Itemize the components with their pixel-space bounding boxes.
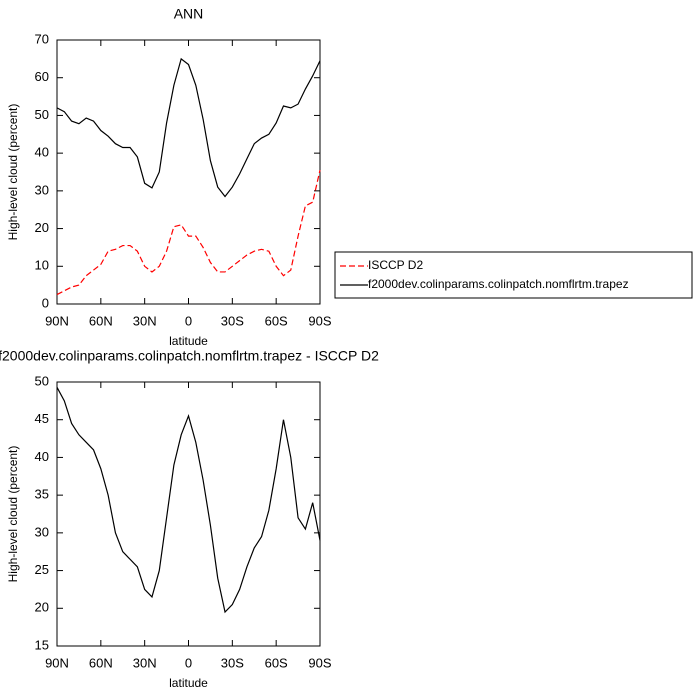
y-tick-label: 20 [35,600,49,615]
y-tick-label: 60 [35,69,49,84]
x-tick-label: 30S [221,655,244,670]
x-axis-label: latitude [169,334,208,348]
y-tick-label: 70 [35,31,49,46]
data-line [56,169,321,296]
legend-label: ISCCP D2 [368,258,423,272]
x-tick-label: 60N [89,655,113,670]
data-line [56,57,321,198]
y-tick-label: 50 [35,107,49,122]
y-tick-label: 50 [35,373,49,388]
x-tick-label: 90S [308,313,331,328]
y-axis-label: High-level cloud (percent) [6,446,20,583]
x-tick-label: 60S [265,655,288,670]
x-tick-label: 90N [45,313,69,328]
y-tick-label: 45 [35,411,49,426]
y-tick-label: 40 [35,145,49,160]
y-axis-label: High-level cloud (percent) [6,104,20,241]
y-tick-label: 35 [35,487,49,502]
x-tick-label: 30S [221,313,244,328]
y-tick-label: 10 [35,258,49,273]
x-tick-label: 90S [308,655,331,670]
legend-label: f2000dev.colinparams.colinpatch.nomflrtm… [368,277,629,291]
y-tick-label: 0 [42,295,49,310]
legend-box [334,251,693,299]
x-tick-label: 0 [185,655,192,670]
y-tick-label: 15 [35,637,49,652]
chart-title: f2000dev.colinparams.colinpatch.nomflrtm… [0,348,379,364]
x-tick-label: 60S [265,313,288,328]
x-tick-label: 30N [133,313,157,328]
chart-title: ANN [174,6,204,22]
x-axis-label: latitude [169,676,208,690]
data-line [56,386,321,614]
y-tick-label: 40 [35,449,49,464]
x-tick-label: 30N [133,655,157,670]
x-tick-label: 60N [89,313,113,328]
y-tick-label: 30 [35,524,49,539]
x-tick-label: 90N [45,655,69,670]
y-tick-label: 20 [35,220,49,235]
plot-frame [56,381,321,647]
y-tick-label: 25 [35,562,49,577]
y-tick-label: 30 [35,182,49,197]
plot-frame [56,39,321,305]
x-tick-label: 0 [185,313,192,328]
